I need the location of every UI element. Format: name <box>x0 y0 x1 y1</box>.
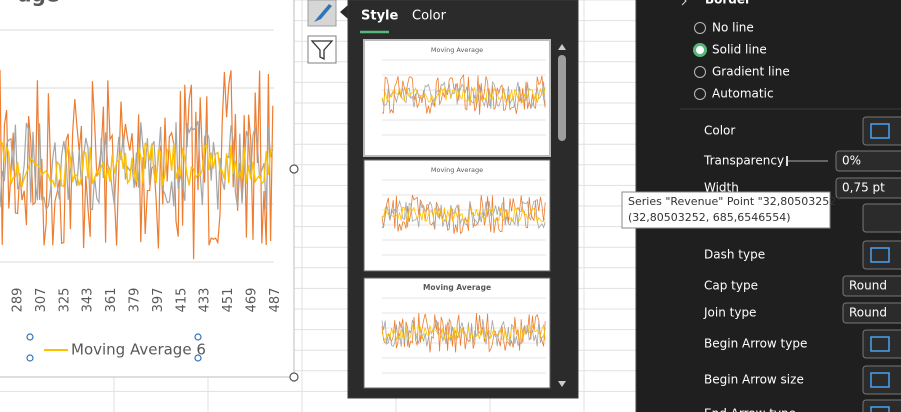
plot-area <box>0 29 274 263</box>
icon-glyph <box>870 406 890 412</box>
property-value: Round <box>849 306 887 320</box>
dropdown[interactable] <box>842 275 901 297</box>
x-tick-label: 487 <box>268 288 283 313</box>
scroll-up[interactable] <box>558 44 566 50</box>
x-tick-label: 379 <box>128 288 143 313</box>
scroll-down[interactable] <box>558 381 566 387</box>
chart-filters-button[interactable] <box>307 35 337 64</box>
thumbnail-series <box>381 206 546 224</box>
legend-entry: Moving Average 6 <box>71 341 206 359</box>
popup-pointer <box>340 5 348 19</box>
thumbnail-title: Moving Average <box>431 46 483 54</box>
thumbnail-list: Moving Average Moving Average Moving Avera… <box>363 39 551 389</box>
icon-button[interactable] <box>862 240 901 270</box>
chart-area[interactable] <box>0 0 295 378</box>
property-label: Cap type <box>704 279 758 293</box>
series-line <box>0 69 274 260</box>
x-tick-label: 415 <box>174 288 189 313</box>
thumbnail-title: Moving Average <box>423 283 491 292</box>
radio-label[interactable]: Gradient line <box>712 65 790 79</box>
properties: No line Solid line Gradient line Automatic C… <box>693 21 901 412</box>
series-line <box>0 142 274 188</box>
property-label: Begin Arrow size <box>704 373 804 387</box>
radio[interactable] <box>694 88 706 100</box>
icon-glyph <box>870 247 890 263</box>
thumbnail-series <box>381 323 546 342</box>
icon-button[interactable] <box>862 329 901 359</box>
thumbnail-title: Moving Average <box>431 166 483 174</box>
x-tick-label: 289 <box>11 288 26 313</box>
thumbnail-series <box>381 194 546 235</box>
icon-button[interactable] <box>862 116 901 146</box>
tooltip-line2: (32,80503252, 685,6546554) <box>628 211 791 224</box>
icon-glyph <box>870 372 890 388</box>
radio-label[interactable]: Solid line <box>712 43 767 57</box>
property-label: Join type <box>703 306 756 320</box>
x-tick-label: 397 <box>151 288 166 313</box>
x-tick-label: 433 <box>198 288 213 313</box>
icon-glyph <box>870 123 890 139</box>
dropdown[interactable] <box>842 302 901 324</box>
property-label: Width <box>704 181 739 195</box>
tooltip <box>621 191 831 229</box>
icon-glyph <box>870 336 890 352</box>
radio[interactable] <box>693 43 707 57</box>
legend-handles <box>26 333 202 362</box>
thumbnail-series <box>381 86 546 104</box>
icon-button[interactable] <box>862 203 901 233</box>
x-tick-label: 361 <box>104 288 119 313</box>
property-label: Dash type <box>704 248 765 262</box>
icon-button[interactable] <box>862 365 901 395</box>
input-box[interactable] <box>835 177 901 199</box>
property-value: Round <box>849 279 887 293</box>
thumbnail-series <box>381 74 546 115</box>
radio-label[interactable]: Automatic <box>712 87 774 101</box>
section-chevron <box>681 0 687 6</box>
tab-color[interactable]: Color <box>412 9 447 24</box>
chart-title: age <box>18 0 59 7</box>
property-label: Begin Arrow type <box>704 337 807 351</box>
thumbnail-series <box>381 199 546 230</box>
property-label: Transparency <box>703 154 784 168</box>
tooltip-line1: Series "Revenue" Point "32,80503252" <box>628 195 841 208</box>
brush-icon <box>314 4 332 22</box>
property-value: 0% <box>842 154 861 168</box>
thumbnail-series <box>381 80 546 110</box>
input-box[interactable] <box>835 150 901 172</box>
property-label: Color <box>704 124 735 138</box>
radio[interactable] <box>694 66 706 78</box>
x-tick-label: 469 <box>245 288 260 313</box>
thumbnail-series <box>381 319 546 347</box>
icon-button[interactable] <box>862 399 901 412</box>
property-label: End Arrow type <box>704 407 796 412</box>
chart-handles[interactable] <box>289 164 299 382</box>
x-tick-label: 307 <box>34 288 49 313</box>
section-title: Border <box>705 0 751 7</box>
x-tick-label: 325 <box>57 288 72 313</box>
scroll-thumb[interactable] <box>558 55 566 141</box>
property-value: 0,75 pt <box>842 181 885 195</box>
x-tick-label: 343 <box>81 288 96 313</box>
tab-style[interactable]: Style <box>361 9 399 24</box>
radio[interactable] <box>694 22 706 34</box>
radio-label[interactable]: No line <box>712 21 754 35</box>
x-tick-label: 451 <box>221 288 236 313</box>
thumbnail-series <box>381 312 546 353</box>
filter-icon <box>310 40 334 61</box>
